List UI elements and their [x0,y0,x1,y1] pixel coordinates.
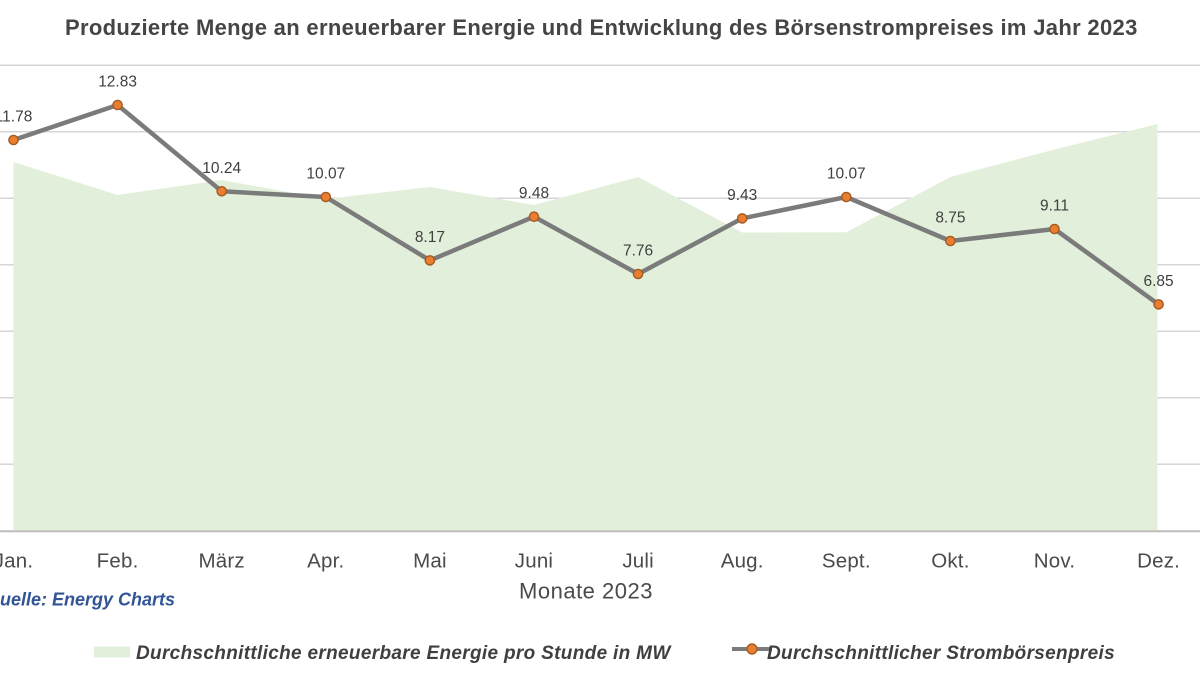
svg-text:Dez.: Dez. [1137,550,1180,573]
svg-text:7.76: 7.76 [623,243,653,260]
svg-text:Quelle: Energy Charts: Quelle: Energy Charts [0,590,175,610]
svg-text:März: März [199,550,245,573]
svg-text:9.48: 9.48 [519,185,549,202]
svg-text:Durchschnittlicher Strombörsen: Durchschnittlicher Strombörsenpreis [767,643,1115,664]
svg-text:Apr.: Apr. [307,550,344,573]
svg-text:Juli: Juli [622,550,654,573]
svg-text:10.07: 10.07 [306,166,345,183]
svg-text:Mai: Mai [413,550,447,573]
svg-text:10.24: 10.24 [202,160,241,177]
svg-text:Feb.: Feb. [97,550,139,573]
svg-text:Produzierte Menge an erneuerba: Produzierte Menge an erneuerbarer Energi… [65,15,1138,40]
svg-text:12.83: 12.83 [98,74,137,91]
svg-text:Sept.: Sept. [822,550,871,573]
svg-text:Jan.: Jan. [0,550,33,573]
svg-text:Aug.: Aug. [721,550,764,573]
svg-text:Monate 2023: Monate 2023 [519,579,653,604]
svg-text:8.75: 8.75 [935,210,965,227]
svg-text:Okt.: Okt. [931,550,969,573]
svg-text:Durchschnittliche erneuerbare: Durchschnittliche erneuerbare Energie pr… [136,643,672,664]
svg-text:11.78: 11.78 [0,109,32,126]
svg-text:8.17: 8.17 [415,229,445,246]
svg-text:10.07: 10.07 [827,166,866,183]
svg-text:9.43: 9.43 [727,187,757,204]
svg-text:Nov.: Nov. [1034,550,1075,573]
svg-text:9.11: 9.11 [1040,198,1069,215]
svg-text:6.85: 6.85 [1144,273,1174,290]
svg-text:Juni: Juni [515,550,553,573]
